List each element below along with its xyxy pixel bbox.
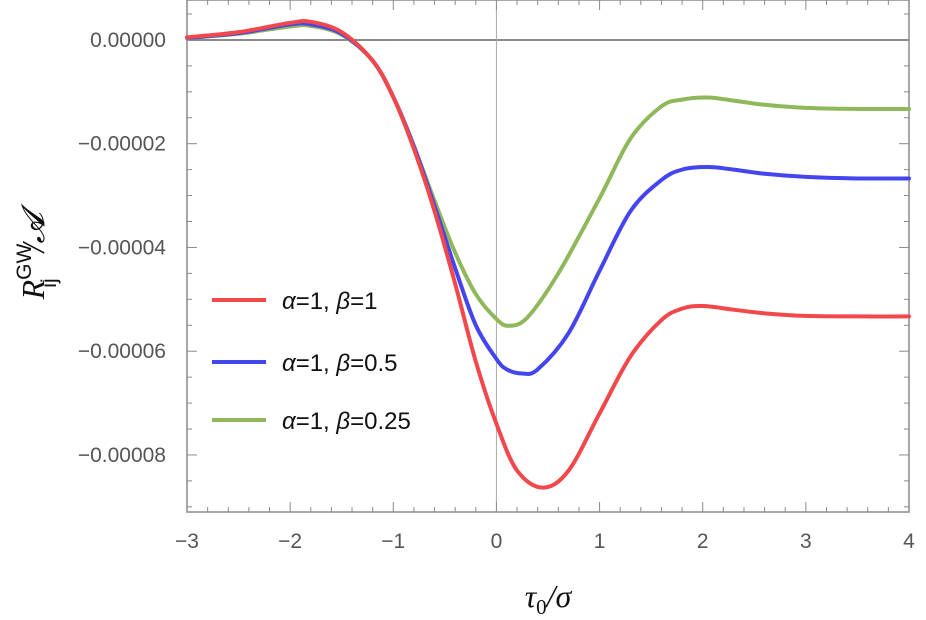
x-tick-label: 0: [491, 530, 503, 553]
x-tick-label: −3: [175, 530, 199, 553]
y-tick-label: −0.00008: [78, 444, 166, 467]
y-axis-title-subscript: ij: [38, 278, 61, 287]
x-tick-label: 2: [697, 530, 709, 553]
y-tick-label: −0.00002: [78, 133, 166, 156]
x-axis-title-subscript: 0: [536, 595, 547, 619]
series-layer: [185, 18, 911, 490]
y-axis-title: RGWij/𝓐: [13, 202, 61, 300]
legend: α=1, β=1 α=1, β=0.5 α=1, β=0.25: [212, 288, 411, 435]
x-tick-label: 4: [903, 530, 915, 553]
x-axis-title-main: τ: [525, 578, 538, 614]
x-tick-label: 1: [594, 530, 606, 553]
x-tick-label: −1: [381, 530, 405, 553]
x-tick-label: −2: [278, 530, 302, 553]
x-axis-title-rest: /σ: [545, 578, 573, 614]
y-axis-title-superscript: GW: [13, 244, 36, 280]
reference-lines: [187, 0, 909, 512]
plot-frame: [186, 0, 910, 513]
y-tick-label: 0.00000: [90, 29, 166, 52]
y-tick-label: −0.00004: [78, 236, 166, 259]
legend-label-1: α=1, β=1: [282, 288, 377, 315]
x-tick-label: 3: [800, 530, 812, 553]
y-tick-label: −0.00006: [78, 340, 166, 363]
y-axis-title-main: R: [15, 279, 51, 300]
x-axis-title: τ0/σ: [525, 578, 573, 619]
legend-label-2: α=1, β=0.5: [282, 350, 398, 377]
series-line-2: [185, 21, 911, 376]
series-line-1: [185, 18, 911, 490]
y-axis-title-rest: /𝓐: [15, 202, 51, 254]
ticks-layer: −3 −2 −1 0 1 2 3 4 0.00000 −0.00002 −0.00004 −0.000…: [78, 0, 915, 553]
legend-label-3: α=1, β=0.25: [282, 408, 411, 435]
